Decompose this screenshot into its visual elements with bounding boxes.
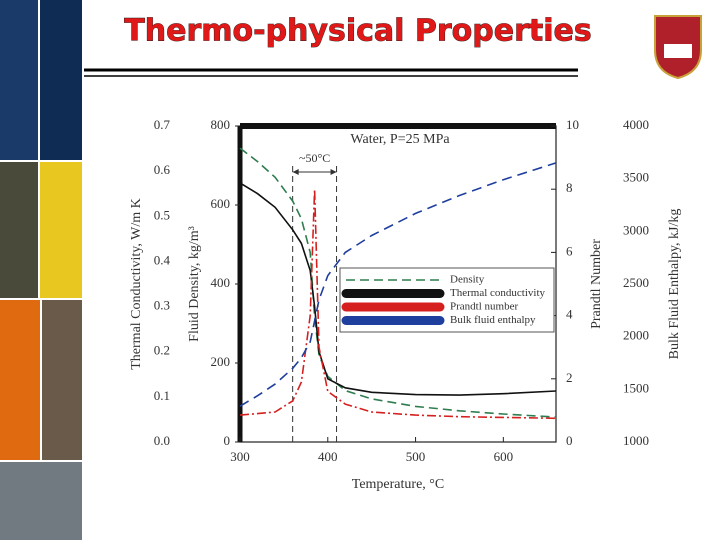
x-tick-label: 500 (406, 449, 426, 464)
y4-tick-label: 3500 (623, 170, 649, 185)
y-tick-label: 0.5 (154, 207, 170, 222)
y3-axis-label: Prandtl Number (589, 239, 604, 329)
decor-strip (0, 0, 82, 540)
series-line (239, 189, 557, 420)
y3-tick-label: 0 (566, 433, 573, 448)
y2-tick-label: 200 (211, 354, 231, 369)
y-tick-label: 0.6 (154, 162, 171, 177)
y2-tick-label: 0 (224, 433, 231, 448)
y2-tick-label: 600 (211, 196, 231, 211)
y3-tick-label: 2 (566, 370, 573, 385)
series-line (239, 162, 557, 407)
legend-label: Density (450, 274, 485, 286)
y3-tick-label: 8 (566, 180, 573, 195)
y-tick-label: 0.2 (154, 343, 170, 358)
legend-label: Bulk fluid enthalpy (450, 314, 536, 326)
chart-title: Water, P=25 MPa (350, 132, 450, 147)
legend-label: Thermal conductivity (450, 287, 545, 299)
y-tick-label: 0.1 (154, 388, 170, 403)
y4-tick-label: 3000 (623, 222, 649, 237)
series-line (239, 147, 557, 418)
y2-tick-label: 400 (211, 275, 231, 290)
x-tick-label: 600 (494, 449, 514, 464)
x-tick-label: 300 (230, 449, 250, 464)
series-line (239, 182, 557, 396)
slide-title: Thermo-physical Properties (124, 14, 591, 49)
y4-tick-label: 2000 (623, 328, 649, 343)
y-tick-label: 0.4 (154, 252, 171, 267)
y4-tick-label: 1000 (623, 433, 649, 448)
y2-tick-label: 800 (211, 117, 231, 132)
chart: 0.0 0.1 0.2 0.3 0.4 0.5 0.6 0.7 Thermal Conducti… (129, 117, 682, 492)
y-tick-label: 0.3 (154, 298, 170, 313)
y-tick-label: 0.0 (154, 433, 170, 448)
y3-tick-label: 6 (566, 243, 573, 258)
y3-tick-label: 4 (566, 307, 573, 322)
crest-logo (654, 15, 702, 80)
y4-axis-label: Bulk Fluid Enthalpy, kJ/kg (667, 209, 682, 360)
y4-tick-label: 2500 (623, 275, 649, 290)
y4-tick-label: 1500 (623, 380, 649, 395)
y3-tick-label: 10 (566, 117, 579, 132)
annotation-text: ~50°C (299, 151, 330, 165)
legend-label: Prandtl number (450, 301, 518, 313)
y-tick-label: 0.7 (154, 117, 171, 132)
x-tick-label: 400 (318, 449, 338, 464)
y-axis-label: Thermal Conductivity, W/m K (129, 198, 144, 369)
y4-tick-label: 4000 (623, 117, 649, 132)
x-axis-label: Temperature, °C (352, 477, 444, 492)
y2-axis-label: Fluid Density, kg/m³ (187, 226, 202, 342)
